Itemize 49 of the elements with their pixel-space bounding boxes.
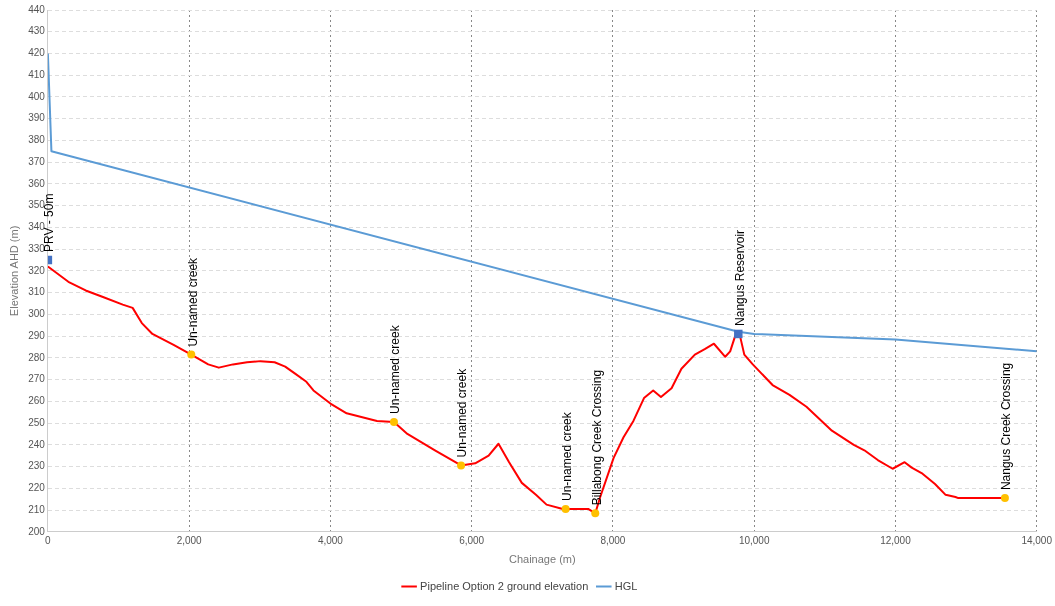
point xyxy=(561,504,570,513)
y-tick-label: 340 xyxy=(28,221,46,233)
y-tick-label: 310 xyxy=(28,286,46,298)
y-tick-label: 430 xyxy=(28,25,46,37)
x-tick-label: 4,000 xyxy=(317,534,344,546)
y-tick-label: 260 xyxy=(28,395,46,407)
x-tick-label: 10,000 xyxy=(738,534,770,546)
annotation: Un-named creek xyxy=(559,411,574,501)
y-axis-title: Elevation AHD (m) xyxy=(7,225,20,317)
y-tick-label: 240 xyxy=(28,438,46,450)
y-tick-label: 420 xyxy=(28,47,46,59)
annotation: Un-named creek xyxy=(185,256,200,347)
y-tick-label: 230 xyxy=(28,460,46,472)
y-tick-label: 300 xyxy=(28,308,46,320)
x-tick-label: 2,000 xyxy=(176,534,203,546)
annotation: Un-named creek xyxy=(455,367,470,458)
y-tick-label: 360 xyxy=(28,177,46,189)
legend-label: Pipeline Option 2 ground elevation xyxy=(420,579,589,592)
point xyxy=(734,329,743,339)
annotation: Billabong Creek Crossing xyxy=(589,369,604,506)
point xyxy=(457,461,466,470)
annotation: Un-named creek xyxy=(388,324,403,414)
x-tick-label: 0 xyxy=(45,534,52,546)
y-tick-label: 400 xyxy=(28,90,46,102)
y-tick-label: 390 xyxy=(28,112,46,124)
y-tick-label: 270 xyxy=(28,373,46,385)
point xyxy=(389,418,398,427)
y-tick-label: 250 xyxy=(28,416,46,428)
y-tick-label: 290 xyxy=(28,329,46,341)
y-tick-label: 410 xyxy=(28,68,46,80)
point xyxy=(187,350,196,359)
point xyxy=(591,509,600,518)
x-tick-label: 12,000 xyxy=(880,534,912,546)
legend-label: HGL xyxy=(614,579,638,592)
x-tick-label: 6,000 xyxy=(459,534,485,546)
x-tick-label: 8,000 xyxy=(600,534,626,546)
y-tick-label: 220 xyxy=(28,482,46,494)
point xyxy=(1000,494,1009,503)
y-tick-label: 200 xyxy=(28,525,46,537)
annotation: Nangus Creek Crossing xyxy=(999,362,1014,491)
x-tick-label: 14,000 xyxy=(1021,534,1053,546)
y-tick-label: 210 xyxy=(28,503,46,515)
y-tick-label: 370 xyxy=(28,155,46,167)
annotation: Nangus Reservoir xyxy=(732,229,747,326)
y-tick-label: 380 xyxy=(28,134,46,146)
y-tick-label: 320 xyxy=(28,264,46,276)
y-tick-label: 280 xyxy=(28,351,46,363)
y-tick-label: 440 xyxy=(28,3,46,15)
x-axis-title: Chainage (m) xyxy=(508,553,576,566)
